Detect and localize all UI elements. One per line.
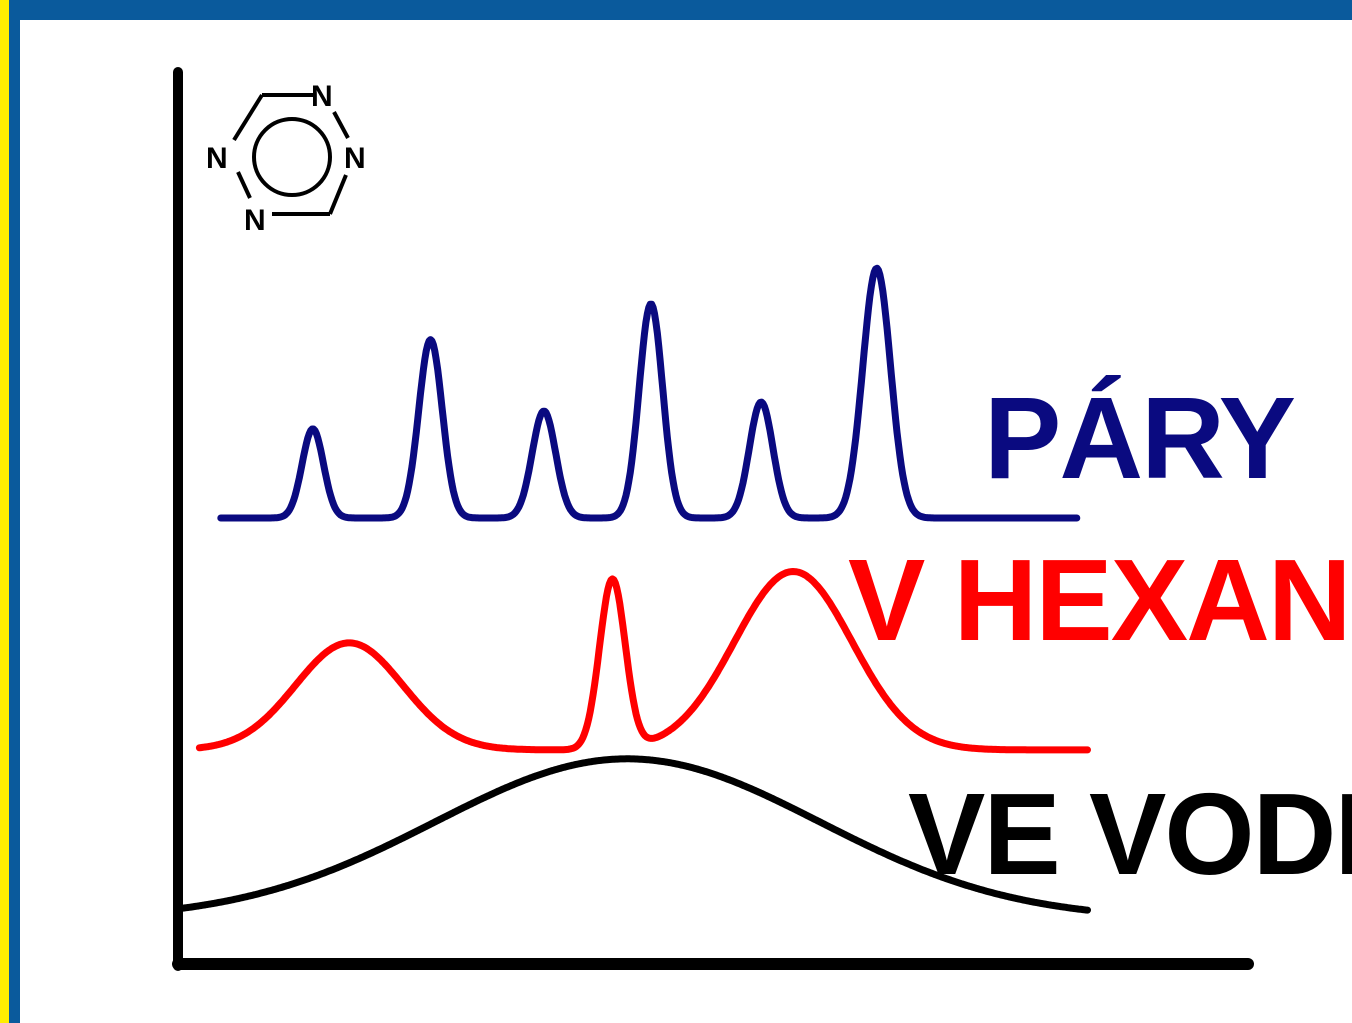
series-label-hexane: V HEXANU xyxy=(848,535,1352,665)
series-line-2 xyxy=(179,755,1091,914)
atom-n4: N xyxy=(244,204,266,237)
series-label-vapor: PÁRY xyxy=(984,373,1295,503)
series-layer xyxy=(179,264,1091,914)
atom-n3: N xyxy=(206,142,228,175)
accent-strip xyxy=(0,0,9,1023)
tetrazine-ring-icon: N N N N xyxy=(206,80,366,237)
series-line-0 xyxy=(217,264,1081,522)
series-label-water: VE VODĚ xyxy=(908,769,1352,899)
atom-n2: N xyxy=(344,142,366,175)
atom-n1: N xyxy=(311,80,333,113)
series-line-1 xyxy=(195,568,1091,754)
